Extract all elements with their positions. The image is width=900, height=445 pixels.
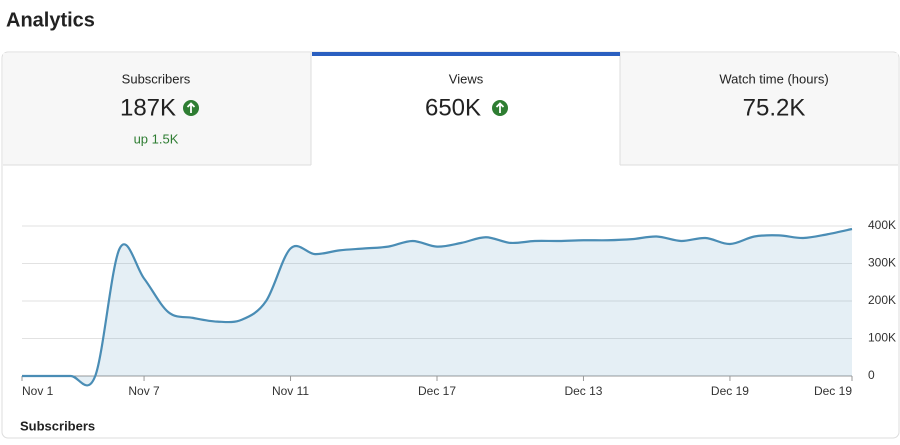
- x-tick-label: Nov 11: [272, 384, 309, 398]
- tab-label: Subscribers: [122, 71, 191, 86]
- tab[interactable]: Watch time (hours) 75.2K: [719, 71, 828, 121]
- tab-value: 187K: [120, 94, 176, 121]
- y-tick-label: 400K: [868, 218, 896, 232]
- area: [22, 229, 852, 386]
- tab[interactable]: Subscribers 187K up 1.5K: [120, 71, 199, 146]
- up-arrow: [495, 102, 505, 113]
- y-tick-label: 200K: [868, 293, 896, 307]
- y-tick-label: 100K: [868, 331, 896, 345]
- line: [22, 227, 853, 387]
- tab-change: up 1.5K: [134, 131, 179, 146]
- x-tick-label: Dec 17: [418, 384, 456, 398]
- up-arrow: [186, 102, 196, 113]
- footer-label: Subscribers: [20, 418, 95, 433]
- tab-value: 650K: [425, 94, 481, 121]
- tab-label: Views: [449, 71, 484, 86]
- tab-label: Watch time (hours): [719, 71, 828, 86]
- tab-bg: [3, 53, 311, 165]
- tab-value: 75.2K: [743, 94, 806, 121]
- y-tick-label: 300K: [868, 256, 896, 270]
- x-tick-label: Nov 7: [128, 384, 160, 398]
- page-title: Analytics: [6, 9, 95, 31]
- selected-indicator: [312, 52, 620, 56]
- tab-bg: [620, 53, 898, 165]
- tab[interactable]: Views 650K: [425, 71, 508, 121]
- x-tick-label: Dec 19: [814, 384, 852, 398]
- chart: 0 100K 200K 300K 400K Nov 1 Nov 7 Nov 11 Dec 17 D…: [21, 218, 896, 398]
- x-tick-label: Dec 19: [711, 384, 749, 398]
- x-tick-label: Dec 13: [564, 384, 602, 398]
- y-tick-label: 0: [868, 368, 875, 382]
- x-tick-label: Nov 1: [22, 384, 54, 398]
